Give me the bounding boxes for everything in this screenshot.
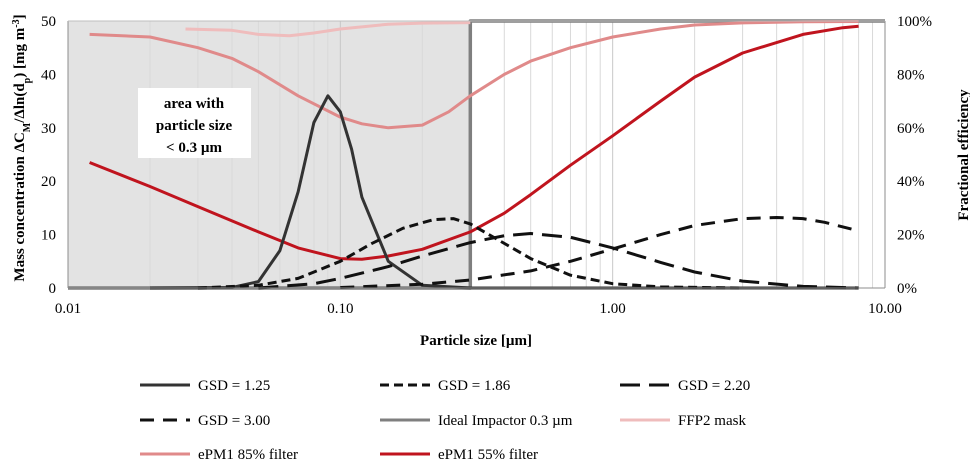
left-y-tick-label: 0: [49, 281, 57, 297]
series-line-5: [185, 21, 471, 38]
left-y-tick-label: 30: [41, 121, 56, 137]
x-tick-label: 1.00: [600, 301, 626, 317]
series-line-6: [89, 20, 859, 130]
series-line-1: [197, 217, 743, 290]
series-line-7: [89, 24, 859, 261]
series-line-2: [258, 232, 859, 290]
left-y-tick-label: 20: [41, 174, 56, 190]
series-line-3: [340, 216, 859, 289]
legend-label: FFP2 mask: [678, 413, 746, 429]
left-y-tick-label: 10: [41, 228, 56, 244]
right-y-tick-label: 60%: [897, 121, 925, 137]
x-tick-label: 0.01: [55, 301, 81, 317]
legend-label: GSD = 3.00: [198, 413, 270, 429]
legend-label: Ideal Impactor 0.3 µm: [438, 413, 573, 429]
left-y-tick-label: 50: [41, 14, 56, 30]
x-tick-label: 0.10: [327, 301, 353, 317]
right-y-tick-label: 0%: [897, 281, 917, 297]
right-y-tick-label: 20%: [897, 228, 925, 244]
annotation-box: [138, 88, 251, 158]
legend-label: ePM1 55% filter: [438, 447, 538, 463]
right-y-tick-label: 40%: [897, 174, 925, 190]
right-y-tick-label: 100%: [897, 14, 932, 30]
legend-label: GSD = 2.20: [678, 378, 750, 394]
legend-label: ePM1 85% filter: [198, 447, 298, 463]
legend-label: GSD = 1.86: [438, 378, 511, 394]
x-axis-title: Particle size [µm]: [420, 333, 532, 349]
left-y-tick-label: 40: [41, 67, 56, 83]
right-y-axis-title: Fractional efficiency: [956, 89, 970, 221]
left-y-axis-title: Mass concentration ΔCM/Δln(dp) [mg m-3]: [11, 14, 33, 281]
legend-label: GSD = 1.25: [198, 378, 270, 394]
annotation-line: < 0.3 µm: [166, 140, 222, 156]
shaded-region: [68, 21, 471, 288]
annotation-line: area with: [164, 96, 225, 112]
right-y-tick-label: 80%: [897, 67, 925, 83]
x-tick-label: 10.00: [868, 301, 902, 317]
annotation-line: particle size: [156, 118, 233, 134]
